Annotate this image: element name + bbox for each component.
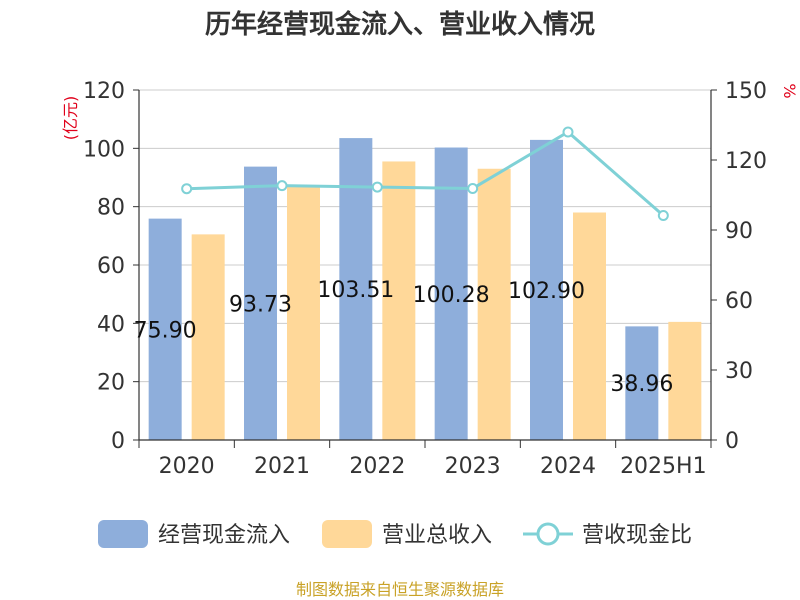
legend-marker (536, 522, 560, 546)
left-tick-label: 100 (83, 137, 125, 162)
legend[interactable]: 经营现金流入 营业总收入 营收现金比 (98, 520, 692, 548)
x-tick-label: 2024 (540, 454, 596, 479)
bar[interactable] (287, 186, 320, 440)
left-tick-label: 20 (97, 371, 125, 396)
left-tick-label: 80 (97, 196, 125, 221)
left-tick-label: 120 (83, 79, 125, 104)
bar-value-label: 38.96 (610, 372, 673, 397)
bar-value-label: 102.90 (508, 279, 585, 304)
bar[interactable] (573, 212, 606, 441)
source-note: 制图数据来自恒生聚源数据库 (296, 580, 504, 599)
legend-item-revenue[interactable]: 营业总收入 (322, 520, 492, 548)
bar-value-label: 93.73 (229, 292, 292, 317)
bar[interactable] (668, 321, 702, 440)
legend-swatch (322, 520, 372, 548)
ratio-point[interactable] (181, 183, 193, 195)
data-labels: 75.90 93.73 103.51 100.28 102.90 38.96 (134, 278, 674, 397)
ratio-point[interactable] (371, 181, 383, 193)
legend-swatch (98, 520, 148, 548)
grid-lines (139, 89, 711, 383)
right-tick-label: 60 (725, 289, 753, 314)
bar[interactable] (625, 326, 659, 440)
bar-value-label: 75.90 (134, 318, 197, 343)
legend-item-cash-inflow[interactable]: 经营现金流入 (98, 520, 290, 548)
right-tick-label: 150 (725, 79, 767, 104)
bar-value-label: 103.51 (317, 278, 394, 303)
left-tick-label: 0 (111, 429, 125, 454)
x-tick-label: 2020 (159, 454, 215, 479)
right-tick-label: 90 (725, 219, 753, 244)
right-tick-label: 0 (725, 429, 739, 454)
x-tick-label: 2022 (349, 454, 405, 479)
right-tick-label: 120 (725, 149, 767, 174)
bar-value-label: 100.28 (413, 283, 490, 308)
bar[interactable] (382, 161, 416, 441)
bar[interactable] (434, 147, 468, 440)
x-tick-label: 2023 (445, 454, 501, 479)
bar[interactable] (530, 139, 563, 440)
legend-label: 营收现金比 (582, 523, 692, 548)
right-axis-unit: % (780, 83, 799, 98)
x-tick-label: 2021 (254, 454, 310, 479)
bar[interactable] (339, 138, 373, 441)
left-tick-label: 60 (97, 254, 125, 279)
ratio-line (181, 126, 669, 222)
bar[interactable] (477, 168, 511, 440)
bars (148, 138, 702, 441)
left-tick-label: 40 (97, 312, 125, 337)
bar[interactable] (148, 218, 182, 440)
right-tick-label: 30 (725, 359, 753, 384)
ratio-point[interactable] (657, 210, 669, 222)
ratio-point[interactable] (276, 180, 288, 192)
legend-label: 营业总收入 (382, 523, 492, 548)
bar[interactable] (244, 166, 277, 440)
chart-title: 历年经营现金流入、营业收入情况 (205, 9, 595, 40)
ratio-point[interactable] (467, 182, 479, 194)
legend-label: 经营现金流入 (158, 523, 290, 548)
legend-item-ratio[interactable]: 营收现金比 (523, 522, 692, 548)
x-tick-label: 2025H1 (620, 454, 707, 479)
bar[interactable] (191, 234, 225, 440)
ratio-point[interactable] (562, 126, 574, 138)
left-axis-unit: (亿元) (61, 96, 80, 141)
ratio-series-line (186, 130, 665, 217)
axes: 0 20 40 60 80 100 120 0 30 60 90 120 150 2020 2021 2022… (83, 79, 767, 479)
